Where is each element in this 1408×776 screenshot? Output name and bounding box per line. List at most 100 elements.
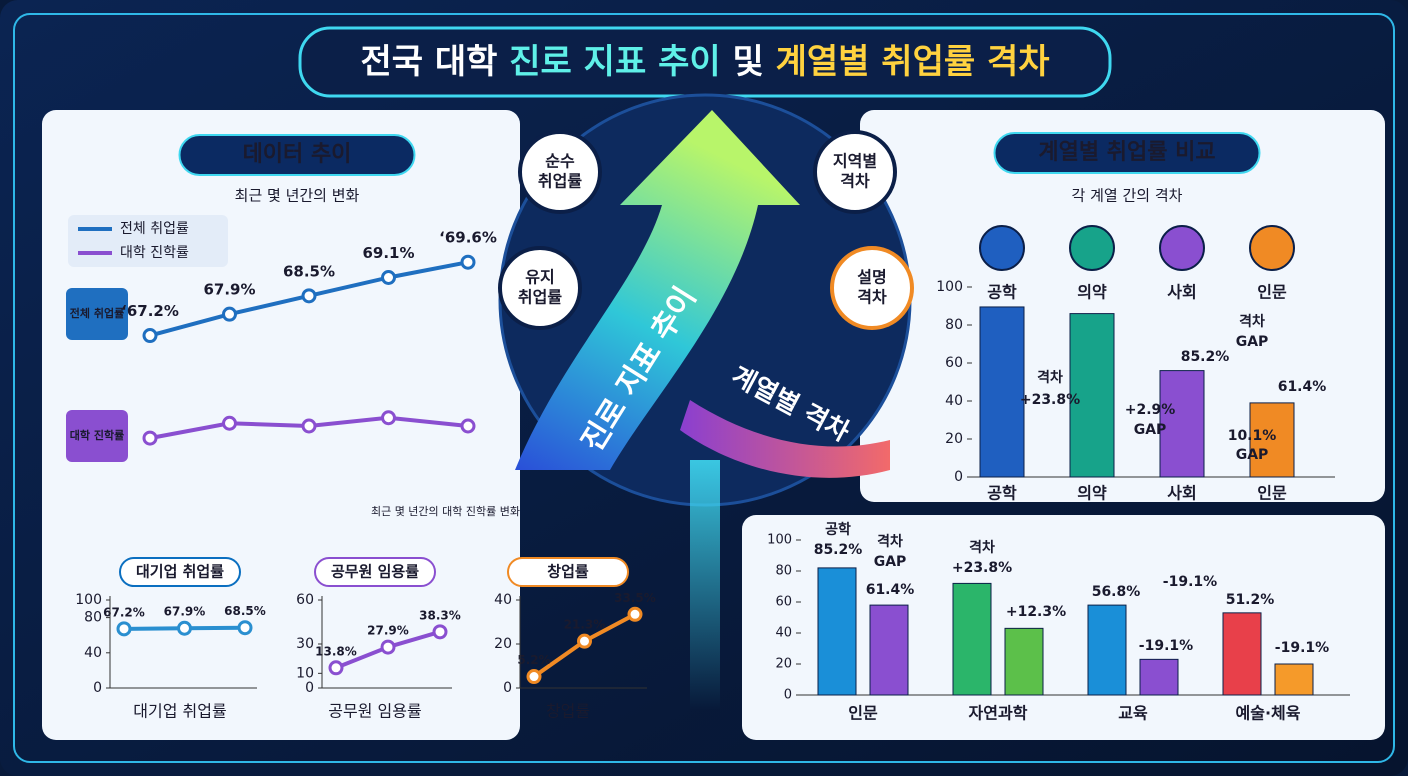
bar [1222,612,1262,696]
bar [1159,370,1205,478]
point [301,288,317,304]
bubble-label: 격차 [840,172,870,191]
point [577,633,592,649]
annotation: 격차 [1239,313,1265,330]
point [116,621,132,637]
x-tick-label: 인문 [848,704,878,723]
category-icon [1249,225,1295,271]
y-tick-label: 100 [936,279,963,295]
annotation: -19.1% [1139,638,1193,654]
main-title: 전국 대학 진로 지표 추이 및 계열별 취업률 격차 [360,42,1049,82]
y-tick-label: 20 [945,431,963,447]
annotation: GAP [1236,447,1269,463]
value-label: 68.5% [283,262,335,280]
annotation: -19.1% [1163,574,1217,590]
x-tick-label: 인문 [1257,484,1287,503]
category-label-top: 공학 [987,283,1017,302]
annotation: -19.1% [1275,640,1329,656]
y-tick-label: 60 [945,355,963,371]
bubble [518,130,602,214]
point [328,660,344,676]
y-tick-label: 0 [784,688,792,703]
bubble-label: 설명 [857,268,886,287]
point [301,418,317,434]
up-arrow [515,110,800,470]
value-label: 67.9% [164,605,206,619]
bubble-label: 유지 [525,268,554,287]
bar [1249,402,1295,478]
title-part: 전국 대학 [360,42,497,82]
point [237,620,253,636]
chart-title: 창업률 [547,563,589,581]
annotation: GAP [874,554,907,570]
bar [869,604,909,696]
annotation: GAP [1236,334,1269,350]
annotation: 85.2% [1181,349,1230,365]
bar [1274,663,1314,696]
y-tick-label: 0 [503,680,512,696]
bar [1004,627,1044,696]
chart-pill [507,557,629,587]
chart-title: 공무원 임용률 [331,563,419,581]
x-tick-label: 자연과학 [969,704,1028,723]
y-tick-label: 40 [494,592,512,608]
y-tick-label: 0 [305,680,314,696]
y-tick-label: 80 [945,317,963,333]
value-label: ‘67.2% [121,302,179,320]
annotation: 격차 [877,533,903,550]
point [460,418,476,434]
annotation: +23.8% [1020,392,1080,408]
bubble [498,246,582,330]
annotation: 61.4% [866,582,915,598]
point [142,328,158,344]
panel-title: 데이터 추이 [243,142,352,167]
x-tick-label: 교육 [1118,704,1148,723]
value-label: 5.2% [517,653,550,667]
chart-pill [314,557,436,587]
value-label: 21.3% [564,618,606,632]
value-label: 27.9% [367,624,409,638]
light-beam [690,460,720,710]
annotation: +23.8% [952,560,1012,576]
x-tick-label: 사회 [1167,484,1196,503]
bubble [830,246,914,330]
bar [952,582,992,696]
annotation: 격차 [969,539,995,556]
x-axis-label: 공무원 임용률 [328,702,421,721]
point [222,415,237,431]
point [627,606,643,622]
point [432,624,448,640]
y-tick-label: 20 [775,657,792,672]
bubble-label: 순수 [545,152,575,171]
y-tick-label: 20 [494,636,512,652]
annotation: 51.2% [1226,592,1275,608]
point [222,306,237,322]
bubble [813,130,897,214]
value-label: 67.9% [203,281,255,299]
value-label: ‘69.6% [439,229,497,247]
annotation: 61.4% [1278,379,1327,395]
annotation: 공학 [825,522,851,538]
value-label: 38.3% [419,608,461,622]
category-icon [1069,225,1115,271]
y-tick-label: 80 [84,610,102,626]
x-axis-label: 창업률 [546,702,590,721]
x-tick-label: 예술·체육 [1236,704,1301,723]
point [177,620,192,636]
series-badge [66,288,128,340]
panel-title: 계열별 취업률 비교 [1038,140,1215,165]
title-part: 및 [732,42,763,82]
bubble-label: 격차 [857,288,887,307]
bar [1069,313,1115,478]
annotation: +12.3% [1006,604,1066,620]
category-label-top: 의약 [1077,283,1107,302]
y-tick-label: 30 [296,636,314,652]
header-pill [178,134,416,176]
chart-pill [119,557,241,587]
value-label: 69.1% [362,244,414,262]
bar [1087,604,1127,696]
point [460,254,476,270]
category-label-top: 사회 [1167,283,1196,302]
y-tick-label: 0 [93,680,102,696]
bar [979,306,1025,478]
